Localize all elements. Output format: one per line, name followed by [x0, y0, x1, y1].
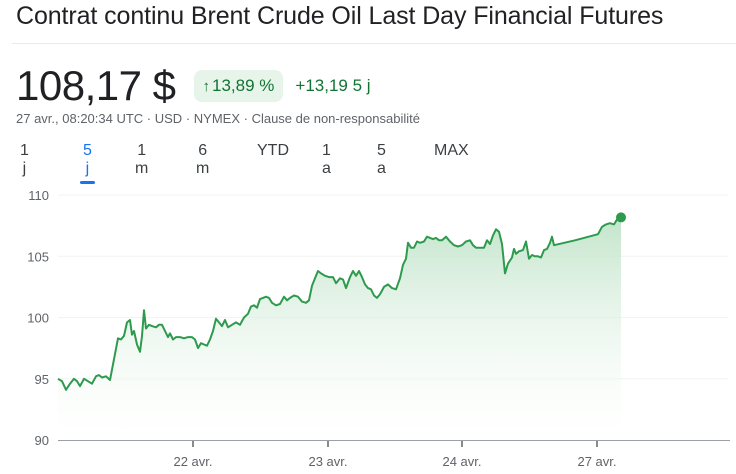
- y-tick-label: 105: [27, 249, 49, 264]
- y-tick-label: 90: [35, 433, 49, 448]
- current-price: 108,17 $: [16, 62, 176, 109]
- arrow-up-icon: ↑: [202, 77, 211, 95]
- quote-row: 108,17 $ ↑ 13,89 % +13,19 5 j: [16, 62, 371, 110]
- title-divider: [12, 43, 736, 44]
- tab-range-ytd[interactable]: YTD: [257, 142, 289, 159]
- price-line: [57, 216, 622, 391]
- tab-range-1a[interactable]: 1 a: [322, 142, 331, 177]
- tab-range-1m[interactable]: 1 m: [135, 142, 149, 177]
- change-percent: 13,89 %: [212, 76, 275, 95]
- x-tick-label: 24 avr.: [442, 454, 481, 469]
- disclaimer-link[interactable]: Clause de non-responsabilité: [251, 111, 420, 126]
- price-area: [58, 217, 621, 440]
- exchange: NYMEX: [193, 111, 240, 126]
- quote-meta: 27 avr., 08:20:34 UTC · USD · NYMEX · Cl…: [16, 111, 420, 126]
- change-abs-value: +13,19: [295, 76, 348, 95]
- x-tick-label: 27 avr.: [577, 454, 616, 469]
- tab-range-max[interactable]: MAX: [434, 142, 469, 159]
- tab-range-5a[interactable]: 5 a: [377, 142, 386, 177]
- tab-range-5j[interactable]: 5 j: [80, 140, 95, 184]
- x-tick-label: 23 avr.: [308, 454, 347, 469]
- last-price-dot: [616, 212, 626, 223]
- timestamp: 27 avr., 08:20:34 UTC: [16, 111, 144, 126]
- tab-range-6m[interactable]: 6 m: [196, 142, 210, 177]
- tab-range-1j[interactable]: 1 j: [20, 142, 29, 177]
- change-percent-badge: ↑ 13,89 %: [193, 70, 284, 102]
- y-tick-label: 110: [28, 188, 49, 203]
- change-period: 5 j: [352, 76, 371, 95]
- y-tick-label: 100: [27, 311, 49, 326]
- price-chart[interactable]: 90 95 100 105 110 22 avr. 23 avr. 24 avr. 27 avr…: [0, 180, 736, 474]
- y-tick-label: 95: [35, 372, 49, 387]
- page-title: Contrat continu Brent Crude Oil Last Day…: [16, 2, 664, 30]
- change-absolute: +13,19 5 j: [295, 76, 370, 96]
- currency: USD: [154, 111, 183, 126]
- x-tick-label: 22 avr.: [173, 454, 212, 469]
